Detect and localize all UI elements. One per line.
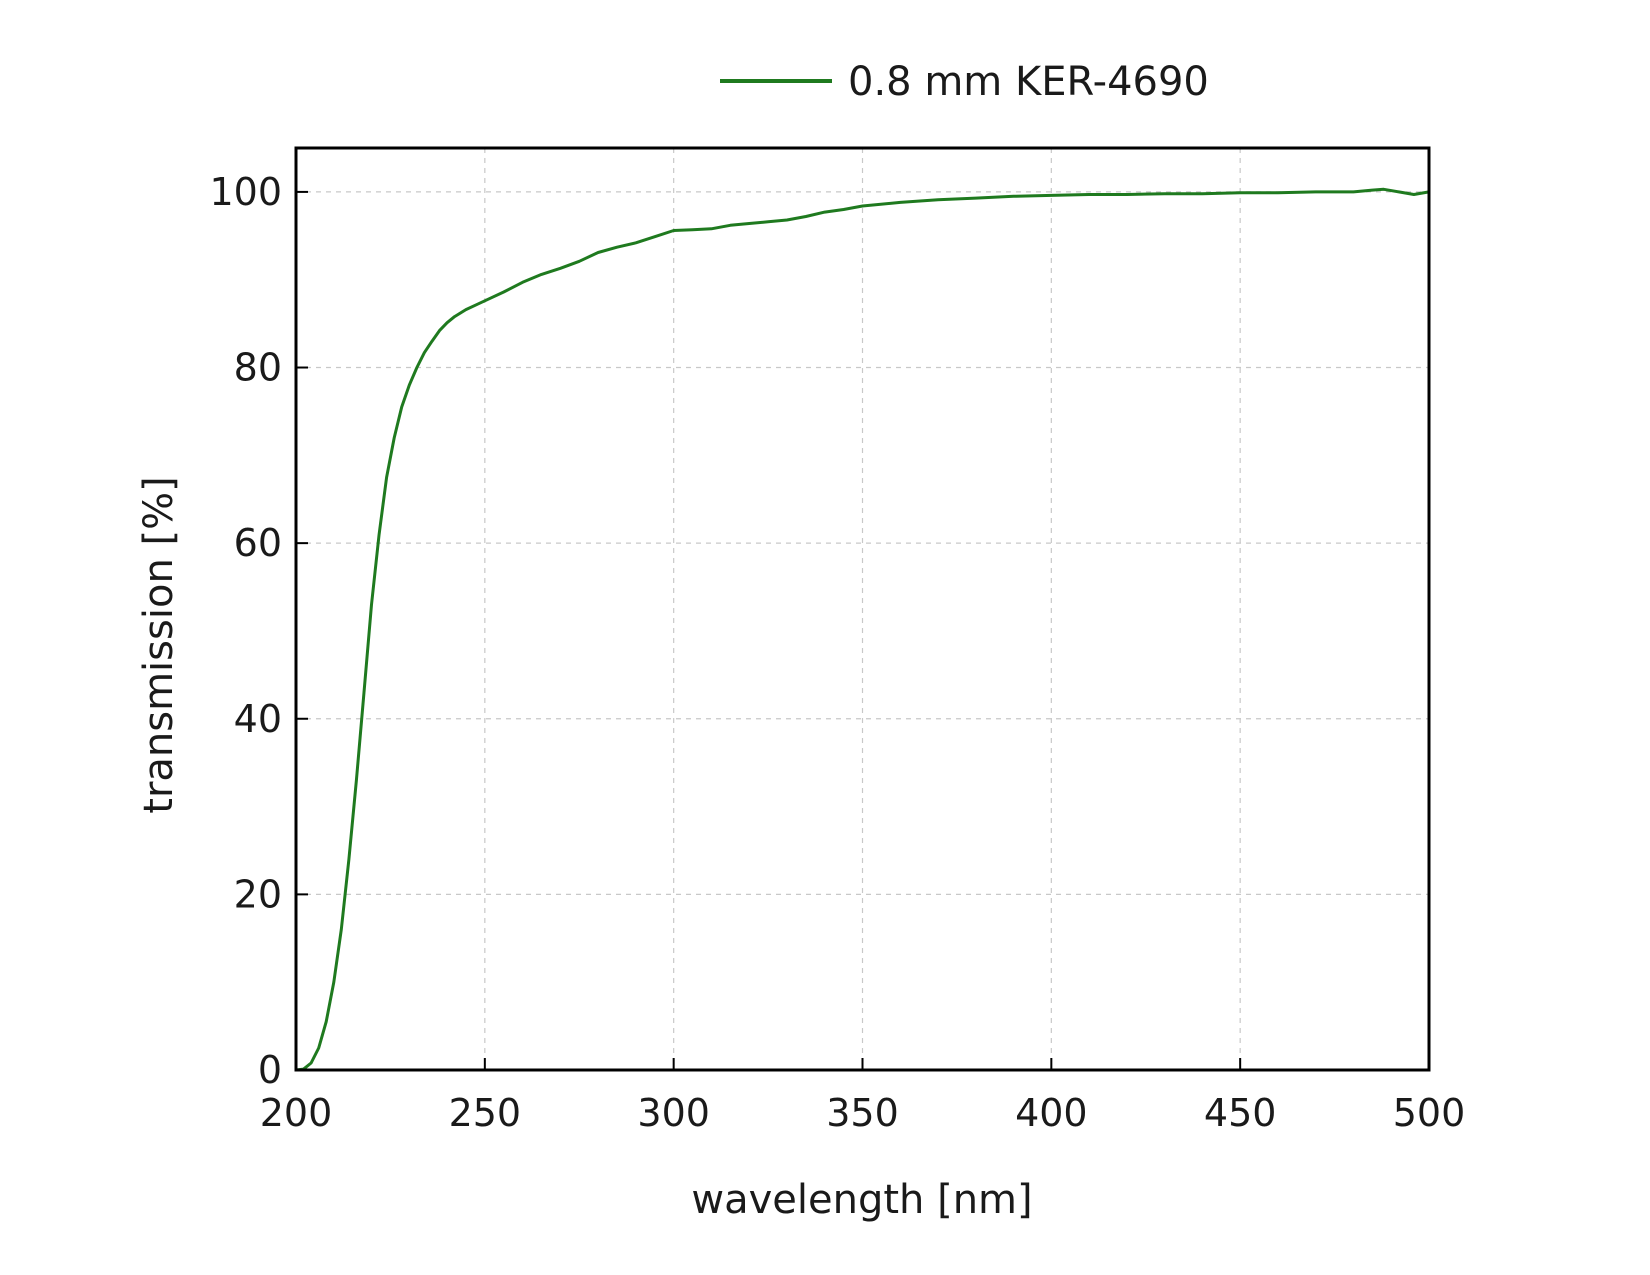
x-tick-label: 500 <box>1393 1091 1466 1135</box>
grid-layer <box>296 148 1429 1070</box>
x-tick-label: 250 <box>449 1091 522 1135</box>
series-layer <box>294 187 1431 1072</box>
y-tick-label: 20 <box>234 872 282 916</box>
y-tick-label: 100 <box>209 170 282 214</box>
legend: 0.8 mm KER-4690 <box>720 59 1209 105</box>
y-axis-title: transmission [%] <box>136 476 182 813</box>
y-tick-label: 0 <box>258 1048 282 1092</box>
x-tick-label: 400 <box>1015 1091 1088 1135</box>
y-tick-label: 40 <box>234 697 282 741</box>
x-tick-label: 450 <box>1204 1091 1277 1135</box>
y-tick-label: 80 <box>234 346 282 390</box>
y-tick-label: 60 <box>234 521 282 565</box>
x-tick-label: 300 <box>637 1091 710 1135</box>
x-axis-title: wavelength [nm] <box>691 1177 1032 1223</box>
x-tick-label: 200 <box>260 1091 333 1135</box>
ticks-layer: 200 250 300 350 400 450 500 0 20 40 60 80 100 <box>209 170 1465 1135</box>
x-tick-label: 350 <box>826 1091 899 1135</box>
legend-label: 0.8 mm KER-4690 <box>848 59 1209 105</box>
series-line <box>294 187 1431 1072</box>
